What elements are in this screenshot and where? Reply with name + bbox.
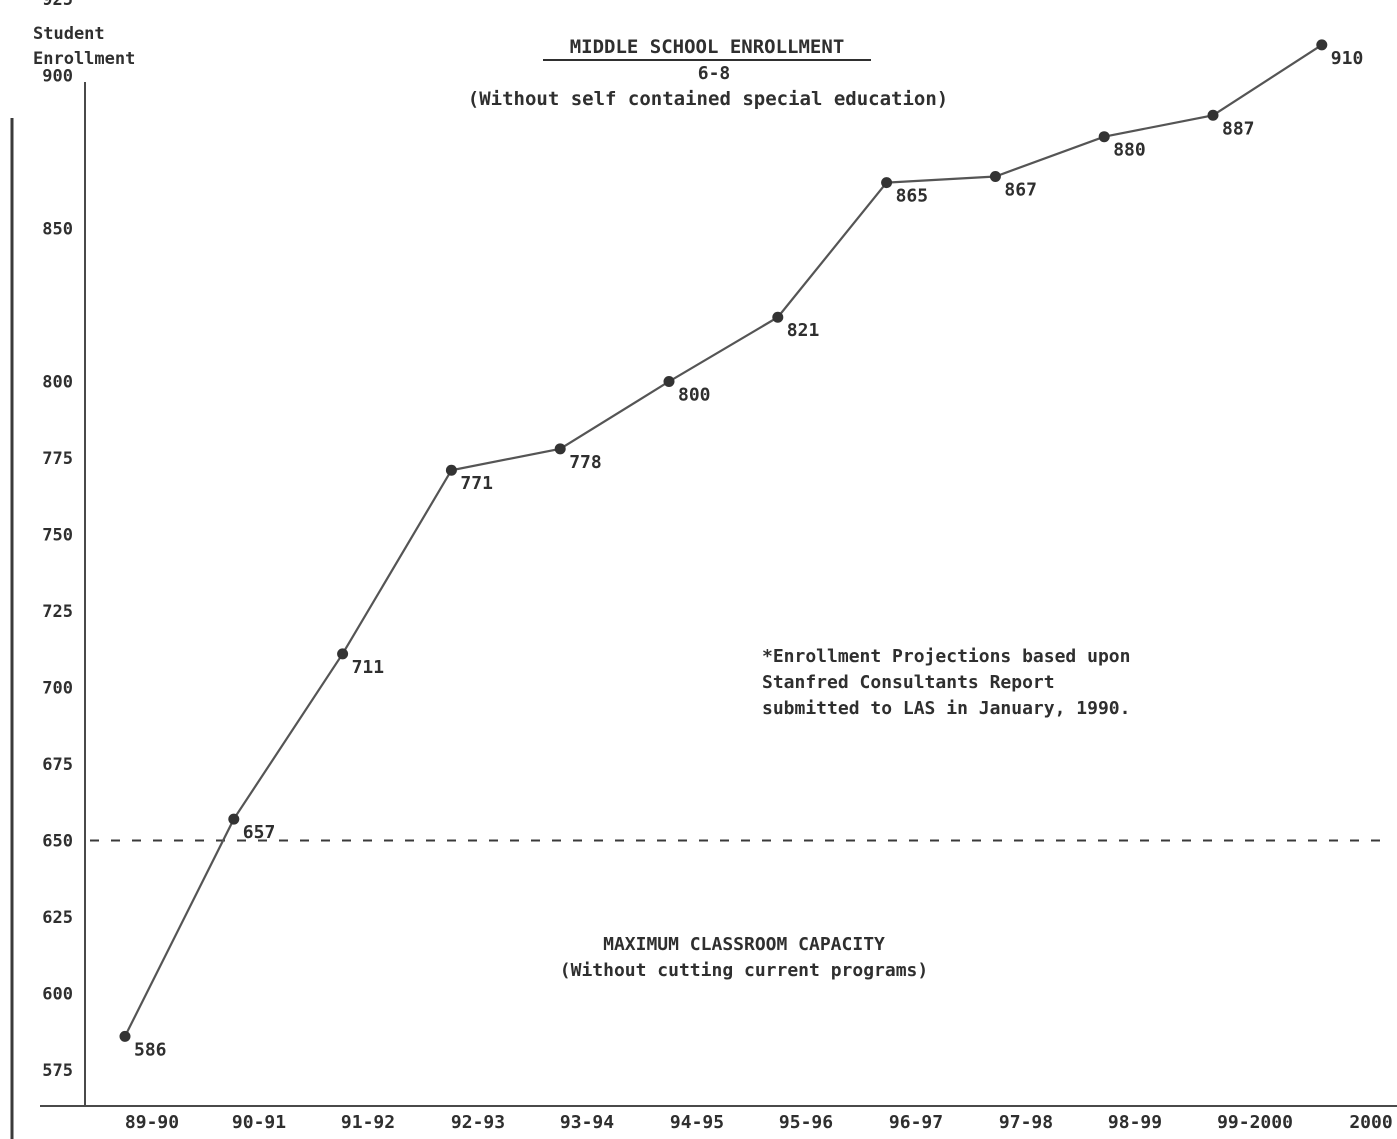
point-value-label: 867: [1004, 179, 1037, 200]
annotation-note-line2: Stanfred Consultants Report: [762, 672, 1055, 693]
y-axis-label-line2: Enrollment: [33, 49, 135, 69]
x-tick-label: 2000: [1349, 1112, 1392, 1133]
data-point: [772, 311, 784, 323]
point-labels-group: 586 657 711 771 778 800 821 865 867 880 887 910: [134, 48, 1363, 1060]
x-tick-label: 95-96: [779, 1112, 833, 1133]
data-point: [445, 464, 457, 476]
x-tick-label: 94-95: [670, 1112, 724, 1133]
series-group: [124, 43, 1323, 1037]
point-value-label: 865: [896, 186, 929, 207]
data-point: [119, 1030, 131, 1042]
data-point: [337, 648, 349, 660]
point-value-label: 778: [569, 452, 602, 473]
x-tick-label: 96-97: [889, 1112, 943, 1133]
y-tick-label: 775: [42, 449, 73, 469]
annotation-note-line3: submitted to LAS in January, 1990.: [762, 698, 1130, 719]
y-tick-labels: 925 900 850 800 775 750 725 700 675 650 625 600 575: [42, 0, 73, 1081]
data-point: [1316, 39, 1328, 51]
enrollment-series-line: [124, 43, 1323, 1037]
data-point: [663, 376, 675, 387]
data-point: [989, 170, 1001, 182]
y-tick-label: 650: [42, 832, 73, 852]
capacity-label-line2: (Without cutting current programs): [560, 960, 928, 981]
points-group: [119, 39, 1328, 1042]
point-value-label: 711: [352, 657, 385, 678]
y-tick-label: 625: [42, 908, 73, 928]
annotation-note-line1: *Enrollment Projections based upon: [762, 646, 1130, 667]
capacity-label-line1: MAXIMUM CLASSROOM CAPACITY: [603, 934, 885, 955]
data-point: [554, 443, 566, 455]
point-value-label: 800: [678, 385, 711, 406]
point-value-label: 887: [1222, 118, 1255, 139]
point-value-label: 657: [243, 822, 276, 843]
y-axis-label-line1: Student: [33, 24, 105, 44]
y-tick-label: 725: [42, 602, 73, 622]
y-tick-label: 800: [42, 373, 73, 393]
y-tick-label: 575: [42, 1061, 73, 1081]
y-tick-label: 750: [42, 526, 73, 546]
x-tick-label: 90-91: [232, 1112, 286, 1133]
y-tick-label: 600: [42, 985, 73, 1005]
x-tick-label: 97-98: [999, 1112, 1053, 1133]
chart-title: MIDDLE SCHOOL ENROLLMENT: [570, 36, 845, 58]
x-tick-label: 93-94: [560, 1112, 614, 1133]
data-point: [228, 813, 240, 825]
y-tick-label: 925: [42, 0, 73, 10]
point-value-label: 821: [787, 320, 820, 341]
data-point: [1098, 131, 1110, 143]
x-tick-label: 92-93: [451, 1112, 505, 1133]
data-point: [881, 177, 893, 189]
y-tick-label: 900: [42, 67, 73, 87]
point-value-label: 880: [1113, 140, 1146, 161]
point-value-label: 771: [460, 473, 493, 494]
x-tick-label: 98-99: [1108, 1112, 1162, 1133]
y-tick-label: 675: [42, 755, 73, 775]
chart-subtitle-grade: 6-8: [698, 63, 731, 84]
point-value-label: 910: [1331, 48, 1364, 69]
x-tick-label: 99-2000: [1217, 1112, 1293, 1133]
y-tick-label: 850: [42, 220, 73, 240]
x-tick-label: 89-90: [125, 1112, 179, 1133]
x-tick-label: 91-92: [341, 1112, 395, 1133]
point-value-label: 586: [134, 1039, 167, 1060]
x-tick-labels: 89-90 90-91 91-92 92-93 93-94 94-95 95-96 96-97…: [125, 1112, 1393, 1133]
chart-subtitle: (Without self contained special educatio…: [468, 88, 948, 110]
y-tick-label: 700: [42, 679, 73, 699]
data-point: [1207, 109, 1219, 121]
